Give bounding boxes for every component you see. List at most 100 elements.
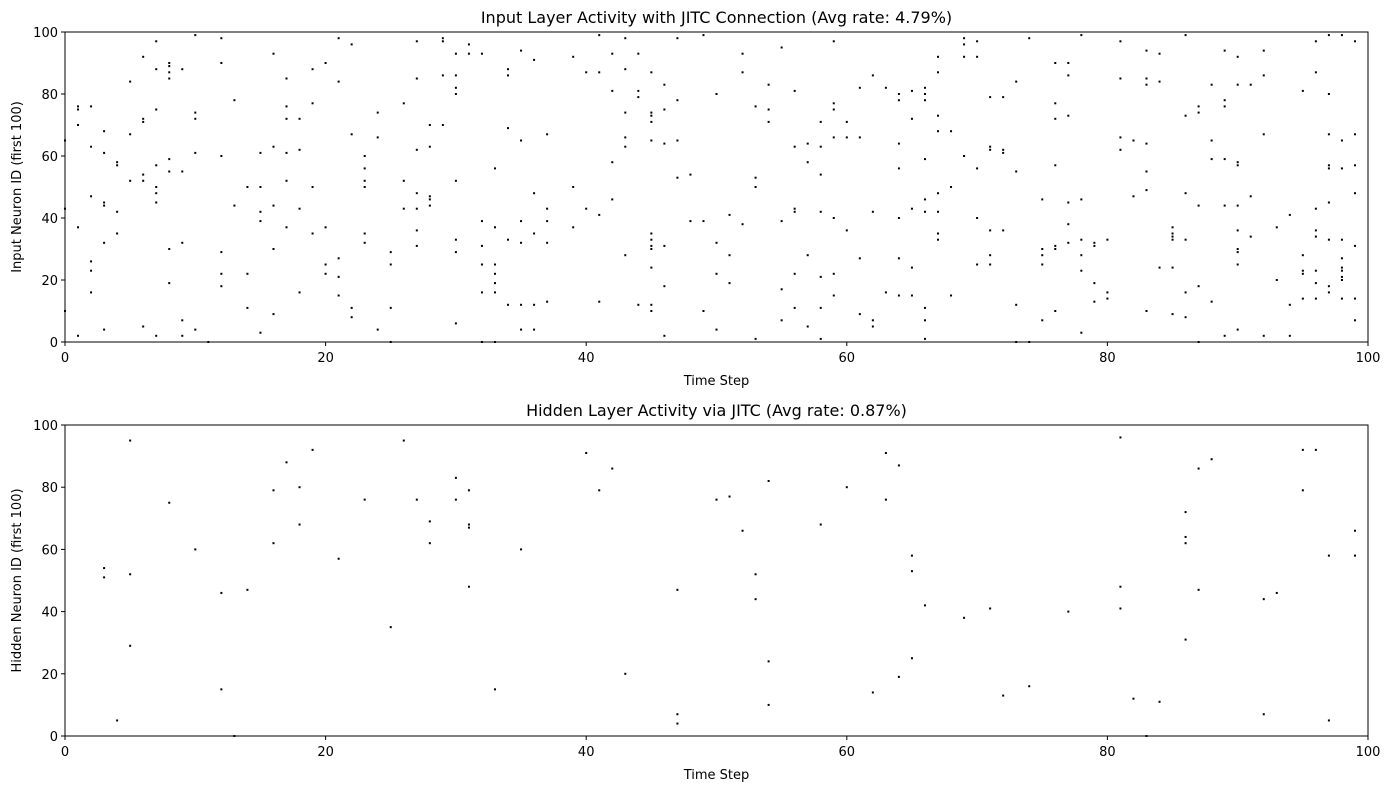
spike-point xyxy=(1197,111,1200,114)
spike-point xyxy=(1236,263,1239,266)
x-tick-label: 80 xyxy=(1099,745,1116,760)
spike-point xyxy=(1275,279,1278,281)
spike-point xyxy=(1197,588,1200,591)
spike-point xyxy=(415,229,418,232)
spike-point xyxy=(897,257,900,260)
spike-point xyxy=(1080,254,1083,257)
spike-point xyxy=(428,520,431,523)
spike-point xyxy=(103,576,106,579)
spike-point xyxy=(103,130,106,133)
spike-point xyxy=(819,306,822,309)
y-tick-label: 100 xyxy=(33,26,58,41)
spike-point xyxy=(142,55,145,58)
spike-point xyxy=(1184,316,1187,319)
spike-point xyxy=(1236,161,1239,164)
spike-point xyxy=(976,167,979,170)
spike-point xyxy=(1340,34,1343,37)
spike-point xyxy=(493,226,496,229)
spike-point xyxy=(1340,238,1343,241)
spike-point xyxy=(663,142,666,145)
spike-point xyxy=(1132,697,1135,700)
spike-point xyxy=(1223,99,1226,102)
spike-point xyxy=(937,192,940,195)
spike-point xyxy=(520,241,523,244)
spike-point xyxy=(1145,49,1148,52)
chart-title: Hidden Layer Activity via JITC (Avg rate… xyxy=(526,401,907,420)
spike-point xyxy=(285,77,288,80)
spike-point xyxy=(220,688,223,691)
spike-point xyxy=(168,62,171,64)
spike-point xyxy=(1314,71,1317,74)
spike-point xyxy=(976,55,979,58)
spike-point xyxy=(650,244,653,247)
spike-point xyxy=(937,210,940,213)
spike-point xyxy=(1119,77,1122,80)
spike-point xyxy=(611,467,614,470)
spike-point xyxy=(350,306,353,309)
spike-point xyxy=(493,291,496,294)
spike-point xyxy=(103,241,106,244)
spike-point xyxy=(1340,275,1343,278)
spike-point xyxy=(246,588,249,591)
spike-point xyxy=(976,217,979,219)
spike-point xyxy=(715,241,718,244)
spike-point xyxy=(1145,189,1148,192)
spike-point xyxy=(168,65,171,68)
spike-point xyxy=(1015,170,1018,173)
spike-point xyxy=(129,179,132,182)
spike-point xyxy=(454,179,457,182)
spike-point xyxy=(311,186,314,188)
spike-point xyxy=(324,62,327,64)
plot-frame xyxy=(64,31,1369,343)
spike-point xyxy=(923,158,926,161)
spike-point xyxy=(272,248,275,250)
spike-point xyxy=(1184,542,1187,545)
spike-point xyxy=(129,573,132,576)
spike-point xyxy=(142,173,145,176)
spike-point xyxy=(1119,148,1122,151)
spike-point xyxy=(1106,238,1109,241)
spike-point xyxy=(259,210,262,213)
spike-point xyxy=(741,223,744,226)
spike-point xyxy=(937,130,940,133)
spike-point xyxy=(989,607,992,610)
spike-point xyxy=(937,55,940,58)
spike-point xyxy=(441,37,444,40)
spike-point xyxy=(428,198,431,201)
spike-point xyxy=(337,37,340,40)
spike-point xyxy=(1236,164,1239,167)
x-tick-label: 100 xyxy=(1356,351,1381,366)
x-tick-label: 60 xyxy=(839,745,856,760)
spike-point xyxy=(142,325,145,328)
spike-point xyxy=(1353,192,1356,195)
spike-point xyxy=(298,486,301,489)
spike-point xyxy=(1353,529,1356,532)
spike-point xyxy=(1054,244,1057,247)
spike-point xyxy=(1041,263,1044,266)
spike-point xyxy=(728,282,731,285)
spike-point xyxy=(637,89,640,92)
spike-point xyxy=(950,130,953,133)
spike-point xyxy=(793,207,796,210)
spike-point xyxy=(858,136,861,139)
spike-point xyxy=(819,523,822,526)
spike-point xyxy=(389,306,392,309)
spike-point xyxy=(767,120,770,123)
spike-point xyxy=(220,285,223,288)
spike-point xyxy=(285,117,288,120)
spike-point xyxy=(272,52,275,55)
spike-point xyxy=(676,588,679,591)
chart-title: Input Layer Activity with JITC Connectio… xyxy=(481,8,952,27)
spike-point xyxy=(1080,238,1083,241)
spike-point xyxy=(1184,535,1187,538)
x-tick-label: 60 xyxy=(839,351,856,366)
spike-point xyxy=(285,179,288,182)
spike-point xyxy=(90,269,93,272)
spike-point xyxy=(441,124,444,126)
spike-point xyxy=(637,96,640,99)
spike-point xyxy=(884,498,887,501)
spike-point xyxy=(1353,319,1356,322)
spike-point xyxy=(246,272,249,275)
spike-point xyxy=(989,263,992,266)
